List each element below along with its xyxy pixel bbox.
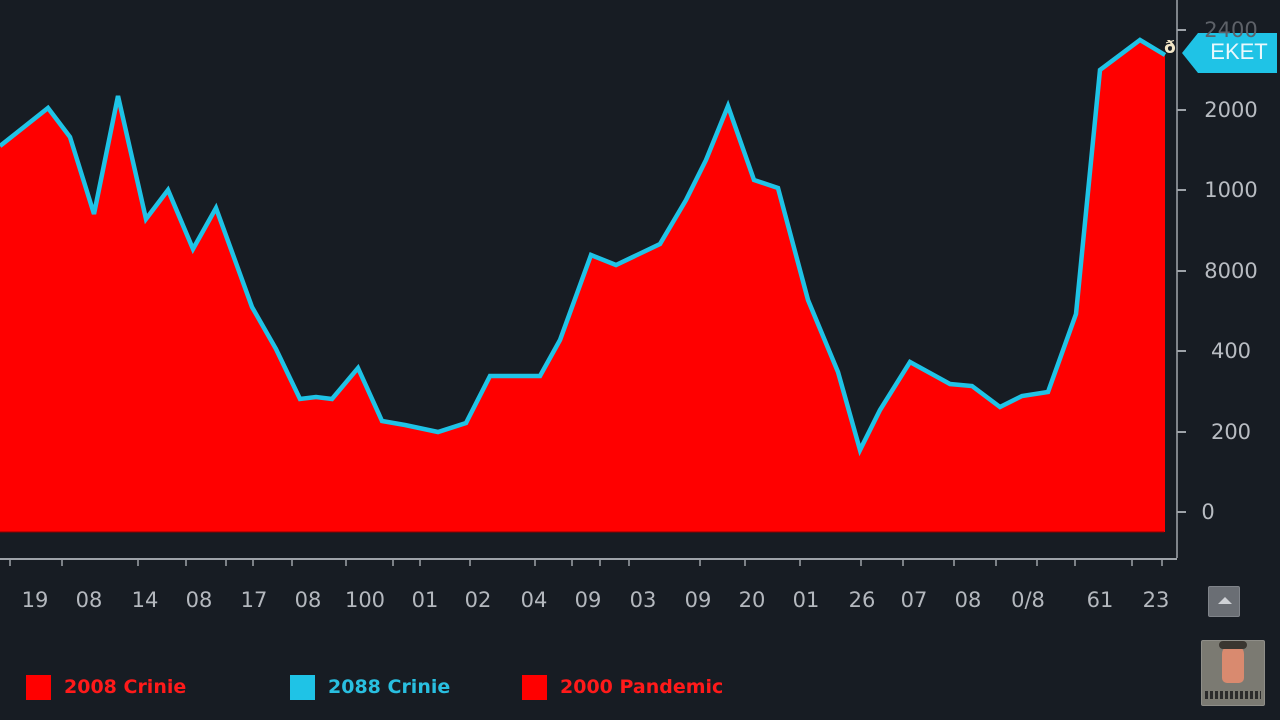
line-series-2088	[0, 37, 1167, 457]
thumbnail-figure	[1222, 645, 1244, 683]
callout-badge	[1182, 33, 1277, 73]
x-tick-label: 14	[131, 588, 159, 612]
x-tick-label: 26	[848, 588, 876, 612]
x-tick-label: 07	[900, 588, 928, 612]
x-tick-label: 03	[629, 588, 657, 612]
x-tick-label: 01	[792, 588, 820, 612]
x-tick-label: 08	[75, 588, 103, 612]
legend-label: 2000 Pandemic	[560, 676, 724, 698]
x-tick-label: 61	[1086, 588, 1114, 612]
x-axis-ticks	[9, 559, 1163, 566]
x-tick-label: 08	[294, 588, 322, 612]
callout-label: EKET	[1210, 39, 1268, 64]
x-tick-label: 100	[344, 588, 386, 612]
legend-label: 2008 Crinie	[64, 676, 187, 698]
x-tick-label: 02	[464, 588, 492, 612]
legend-item-2008-crisis[interactable]: 2008 Crinie	[26, 674, 186, 700]
x-tick-label: 23	[1142, 588, 1170, 612]
x-tick-label: 01	[411, 588, 439, 612]
data-marker-icon: ð	[1164, 38, 1176, 58]
legend-swatch-icon	[290, 674, 315, 700]
x-tick-label: 08	[185, 588, 213, 612]
x-tick-label: 04	[520, 588, 548, 612]
x-tick-label: 09	[684, 588, 712, 612]
y-tick-label: 2000	[1204, 98, 1258, 122]
legend-swatch-icon	[26, 674, 51, 700]
y-tick-label: 8000	[1204, 259, 1258, 283]
y-tick-label: 0	[1201, 500, 1215, 524]
x-tick-label: 0/8	[1011, 588, 1045, 612]
y-axis-ticks	[1177, 29, 1186, 513]
y-tick-label: 400	[1210, 339, 1252, 363]
legend-item-2000-pandemic[interactable]: 2000 Pandemic	[522, 674, 723, 700]
thumbnail-image[interactable]	[1201, 640, 1265, 706]
y-tick-label: 1000	[1204, 178, 1258, 202]
x-tick-label: 08	[954, 588, 982, 612]
x-tick-label: 17	[240, 588, 268, 612]
y-tick-label: 2400	[1204, 18, 1258, 42]
y-tick-label: 200	[1210, 420, 1252, 444]
thumbnail-caption	[1205, 691, 1261, 699]
legend-item-2088-crisis[interactable]: 2088 Crinie	[290, 674, 450, 700]
scroll-up-button[interactable]	[1208, 586, 1240, 617]
legend-label: 2088 Crinie	[328, 676, 451, 698]
area-series	[0, 40, 1165, 532]
x-tick-label: 09	[574, 588, 602, 612]
x-tick-label: 20	[738, 588, 766, 612]
legend-swatch-icon	[522, 674, 547, 700]
x-tick-label: 19	[21, 588, 49, 612]
thumbnail-hat	[1219, 641, 1247, 649]
area-fill-2008-crisis	[0, 40, 1165, 532]
